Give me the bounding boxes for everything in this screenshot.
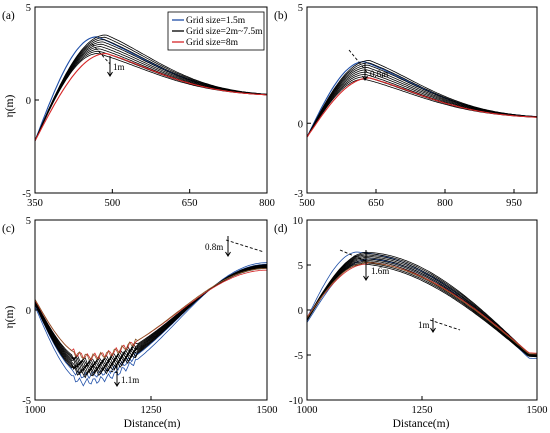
ytick-label-a-0: -5	[22, 189, 31, 200]
series-line-a-0	[34, 36, 268, 142]
series-line-d-12	[306, 262, 538, 354]
xtick-label-d-2: 1500	[527, 405, 548, 416]
xlabel-d: Distance(m)	[393, 418, 450, 430]
series-line-c-11	[34, 264, 267, 379]
xtick-label-d-0: 1000	[297, 405, 318, 416]
series-line-b-8	[306, 62, 538, 138]
xtick-label-c-0: 1000	[25, 405, 46, 416]
series-line-b-0	[306, 61, 538, 138]
annot-b-arrow-head	[362, 75, 368, 81]
xtick-label-a-1: 500	[104, 198, 120, 209]
annot-a-text: 1m	[113, 62, 125, 72]
panel-label-a: (a)	[2, 10, 15, 22]
plot-frame-d	[306, 219, 538, 401]
annot-c2-text: 1.1m	[121, 375, 139, 385]
annot-d2-text: 1m	[418, 320, 430, 330]
series-line-a-10	[34, 53, 268, 142]
annot-d2-dash	[429, 319, 461, 331]
annot-a-dash	[91, 43, 111, 65]
xtick-label-d-1: 1250	[412, 405, 433, 416]
ylabel-c: η(m)	[4, 306, 16, 329]
annot-c1-arrow-head	[225, 251, 231, 257]
annot-c1-dash	[225, 239, 265, 253]
legend-entry-1: Grid size=1.5m	[186, 16, 246, 26]
panel-label-c: (c)	[2, 223, 15, 235]
series-line-c-12	[34, 269, 268, 361]
ytick-label-b-0: -3	[294, 189, 303, 200]
series-line-b-9	[306, 60, 538, 138]
panel-d: 1000 1250 1500 -10 -5 0 5 10 (d) 1.6m 1m	[274, 216, 548, 416]
ytick-label-d-1: -5	[294, 351, 303, 362]
panel-a: 350 500 650 800 -5 0 5 (a) 1m	[2, 3, 275, 209]
series-line-c-7	[34, 266, 267, 372]
annot-c2-arrow-head	[114, 381, 120, 387]
series-line-c-0	[34, 262, 268, 387]
xtick-label-c-1: 1250	[141, 405, 162, 416]
ytick-label-c-0: -5	[22, 396, 31, 407]
ytick-label-d-2: 0	[298, 306, 303, 317]
series-line-a-9	[34, 34, 268, 142]
xtick-label-a-3: 800	[259, 198, 275, 209]
annot-b-text: 0.8m	[370, 69, 388, 79]
ytick-label-a-2: 5	[26, 3, 31, 14]
panel-c: 1000 1250 1500 -5 0 5 (c) 0.8m 1.1m	[2, 216, 278, 416]
series-line-d-13	[306, 261, 538, 355]
xtick-label-a-2: 650	[182, 198, 198, 209]
legend: Grid size=1.5m Grid size=2m~7.5m Grid si…	[167, 11, 265, 51]
series-line-d-3	[306, 262, 538, 357]
series-line-d-10	[306, 253, 538, 355]
annot-d1-dash	[339, 249, 369, 263]
annot-a-arrow-head	[107, 71, 113, 77]
series-line-a-8	[34, 36, 268, 142]
panel-label-d: (d)	[274, 223, 288, 235]
legend-entry-3: Grid size=8m	[186, 38, 239, 48]
series-line-b-10	[306, 77, 537, 138]
ytick-label-d-3: 5	[298, 261, 303, 272]
series-line-d-2	[306, 263, 538, 358]
series-line-c-4	[34, 267, 267, 368]
annot-d1-arrow-head	[363, 275, 369, 281]
xtick-label-b-1: 650	[368, 198, 384, 209]
panel-b: 500 650 800 950 -3 0 5 (b) 0.8m	[274, 3, 538, 209]
ytick-label-d-4: 10	[293, 216, 304, 227]
xtick-label-b-2: 800	[437, 198, 453, 209]
xtick-label-a-0: 350	[27, 198, 43, 209]
xlabel-c: Distance(m)	[124, 418, 181, 430]
plot-frame-b	[306, 6, 538, 194]
annot-c1-text: 0.8m	[205, 242, 223, 252]
ytick-label-a-1: 0	[26, 96, 31, 107]
xtick-label-b-3: 950	[506, 198, 522, 209]
annot-d1-text: 1.6m	[371, 266, 389, 276]
ytick-label-c-2: 5	[26, 216, 31, 227]
series-line-d-11	[306, 251, 538, 355]
series-line-a-2	[34, 50, 268, 142]
panel-label-b: (b)	[274, 10, 288, 22]
annot-c2-dash	[85, 364, 119, 374]
annot-d2-arrow-head	[430, 327, 436, 333]
legend-entry-2: Grid size=2m~7.5m	[186, 27, 263, 37]
ytick-label-b-1: 0	[298, 119, 303, 130]
series-line-c-3	[34, 267, 268, 367]
xtick-label-b-0: 500	[299, 198, 315, 209]
ytick-label-b-2: 5	[298, 3, 303, 14]
series-line-d-9	[306, 254, 538, 356]
series-line-b-6	[306, 67, 538, 138]
ylabel-a: η(m)	[4, 95, 16, 118]
series-line-c-13	[34, 268, 267, 361]
ytick-label-d-0: -10	[289, 396, 303, 407]
ytick-label-c-1: 0	[26, 306, 31, 317]
xtick-label-c-2: 1500	[257, 405, 278, 416]
